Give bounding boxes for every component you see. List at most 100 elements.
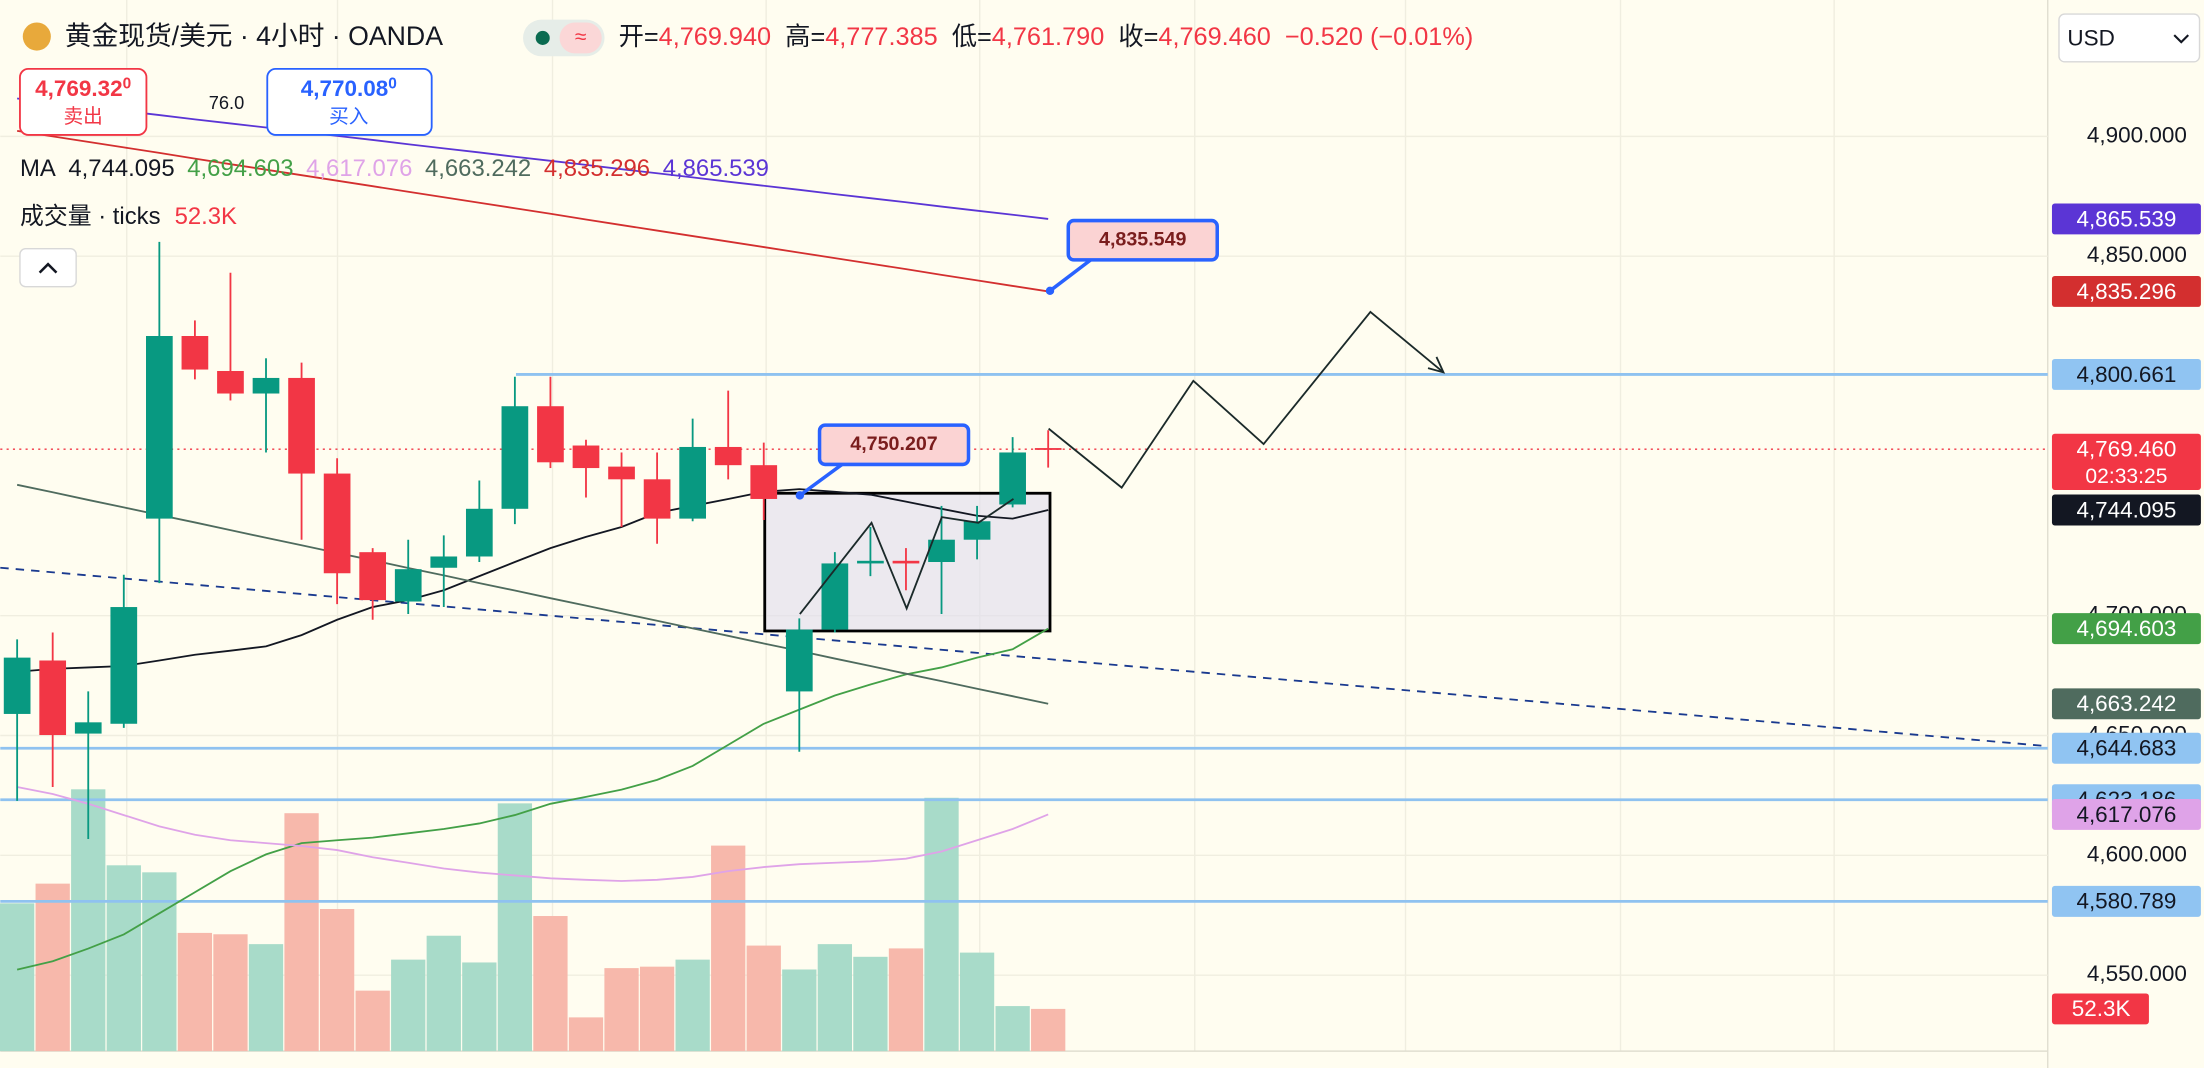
candle-body xyxy=(679,446,706,519)
price-badge xyxy=(2051,433,2201,490)
volume-bar xyxy=(319,908,355,1052)
candle-body xyxy=(1034,448,1062,450)
ma-value: 4,617.076 xyxy=(306,155,412,182)
ma-line xyxy=(17,97,1049,220)
status-pill-part xyxy=(559,22,602,54)
volume-bar xyxy=(497,803,533,1052)
price-badge-label: 4,617.076 xyxy=(2076,802,2176,827)
ma-legend: MA 4,744.095 4,694.603 4,617.076 4,663.242 4,… xyxy=(20,155,769,182)
buy-price: 4,770.080 xyxy=(301,75,397,100)
volume-bar xyxy=(604,968,639,1052)
candle-body xyxy=(963,521,991,540)
volume-bar xyxy=(0,903,35,1052)
price-badge xyxy=(2051,688,2201,720)
price-badge-label: 4,580.789 xyxy=(2076,889,2176,914)
volume-bar xyxy=(248,944,284,1052)
trade-buttons: 4,769.320 卖出 76.0 4,770.080 买入 xyxy=(19,67,433,136)
ma-line xyxy=(16,786,1049,882)
projection-arrow xyxy=(1427,356,1446,374)
price-badge xyxy=(2051,613,2201,645)
price-badge-label: 4,769.460 xyxy=(2076,437,2176,462)
callouts: 4,835.549 4,750.207 xyxy=(795,218,1219,500)
candle-body xyxy=(394,569,422,602)
price-badge-label: 4,800.661 xyxy=(2076,362,2176,387)
callout-pointer xyxy=(798,463,844,497)
ma-name: MA xyxy=(20,155,56,182)
volume-bar xyxy=(177,932,213,1052)
ma-value: 4,865.539 xyxy=(663,155,769,182)
volume-bar xyxy=(711,845,746,1052)
ohlc-key: 低= xyxy=(952,23,992,51)
symbol-title: 黄金现货/美元 · 4小时 · OANDA xyxy=(65,21,443,51)
ma-line xyxy=(16,627,1049,971)
header: 黄金现货/美元 · 4小时 · OANDA ≈ 开=4,769.940 高= 4,7… xyxy=(22,19,1473,57)
candle-body xyxy=(857,560,884,564)
volume-bar xyxy=(639,966,675,1052)
sell-price-main: 4,769.32 xyxy=(35,76,122,101)
ma-value: 4,694.603 xyxy=(187,155,293,182)
candle-body xyxy=(359,552,387,601)
callout-anchor xyxy=(795,491,805,500)
candle-body xyxy=(3,657,31,714)
ma-line xyxy=(16,483,1049,705)
volume-bar xyxy=(888,948,924,1052)
buy-label: 买入 xyxy=(329,106,368,128)
status-dot xyxy=(535,30,550,45)
volume-bar xyxy=(995,1006,1030,1052)
volume-bar xyxy=(284,813,319,1052)
candle-body xyxy=(39,660,67,736)
candle-body xyxy=(181,335,209,370)
ohlc-change: −0.520 (−0.01%) xyxy=(1285,23,1473,51)
volume-bar xyxy=(924,797,959,1052)
volume-value: 52.3K xyxy=(175,203,237,230)
volume-badge xyxy=(2051,993,2149,1025)
ma-line xyxy=(17,488,1049,673)
price-badge-label: 4,865.539 xyxy=(2076,206,2176,231)
ohlc-key: 开= xyxy=(619,23,659,51)
sell-button[interactable] xyxy=(19,67,148,136)
volume-bar xyxy=(533,916,568,1052)
price-badges: 4,800.6614,644.6834,623.1864,580.7894,74… xyxy=(2051,203,2201,1025)
candle-body xyxy=(465,508,493,557)
volume-legend: 成交量 · ticks 52.3K xyxy=(20,203,237,230)
candle-body xyxy=(821,563,849,630)
candle-body xyxy=(608,466,635,480)
trend-line xyxy=(0,566,2048,748)
spread: 76.0 xyxy=(209,92,245,113)
volume-bar xyxy=(959,952,995,1052)
volume-bar xyxy=(1031,1008,1066,1052)
price-badge xyxy=(2051,732,2201,764)
y-tick-label: 4,600.000 xyxy=(2087,841,2187,866)
sell-label: 卖出 xyxy=(64,106,103,128)
collapse-button[interactable] xyxy=(19,248,77,288)
y-tick-label: 4,850.000 xyxy=(2087,242,2187,267)
volume-pane xyxy=(0,789,1066,1052)
volume-name: 成交量 · ticks xyxy=(20,203,161,230)
price-badge-label: 4,744.095 xyxy=(2076,497,2176,522)
volume-bar xyxy=(142,872,177,1052)
candle-body xyxy=(572,445,600,469)
ohlc-value: 4,761.790 xyxy=(992,23,1104,51)
volume-bar xyxy=(35,883,70,1052)
currency-select[interactable] xyxy=(2058,13,2201,63)
candle-body xyxy=(785,629,813,692)
price-badge-label: 4,694.603 xyxy=(2076,616,2176,641)
candle-body xyxy=(145,335,173,519)
price-badge xyxy=(2051,275,2201,307)
ohlc-key: 高= xyxy=(785,23,825,51)
ohlc-value: 4,769.940 xyxy=(659,23,771,51)
candle-body xyxy=(501,406,529,509)
price-badge xyxy=(2051,798,2201,830)
candle-body xyxy=(252,377,280,394)
price-badge-label: 4,835.296 xyxy=(2076,279,2176,304)
status-icon: ≈ xyxy=(575,26,587,49)
candle-body xyxy=(537,406,564,463)
candle-body xyxy=(288,377,315,474)
projection-path xyxy=(1048,310,1445,489)
candle-body xyxy=(750,465,778,499)
volume-bar xyxy=(213,934,248,1052)
buy-button[interactable] xyxy=(266,67,433,136)
price-badge-label: 4,663.242 xyxy=(2076,691,2176,716)
ma-value: 4,663.242 xyxy=(425,155,531,182)
